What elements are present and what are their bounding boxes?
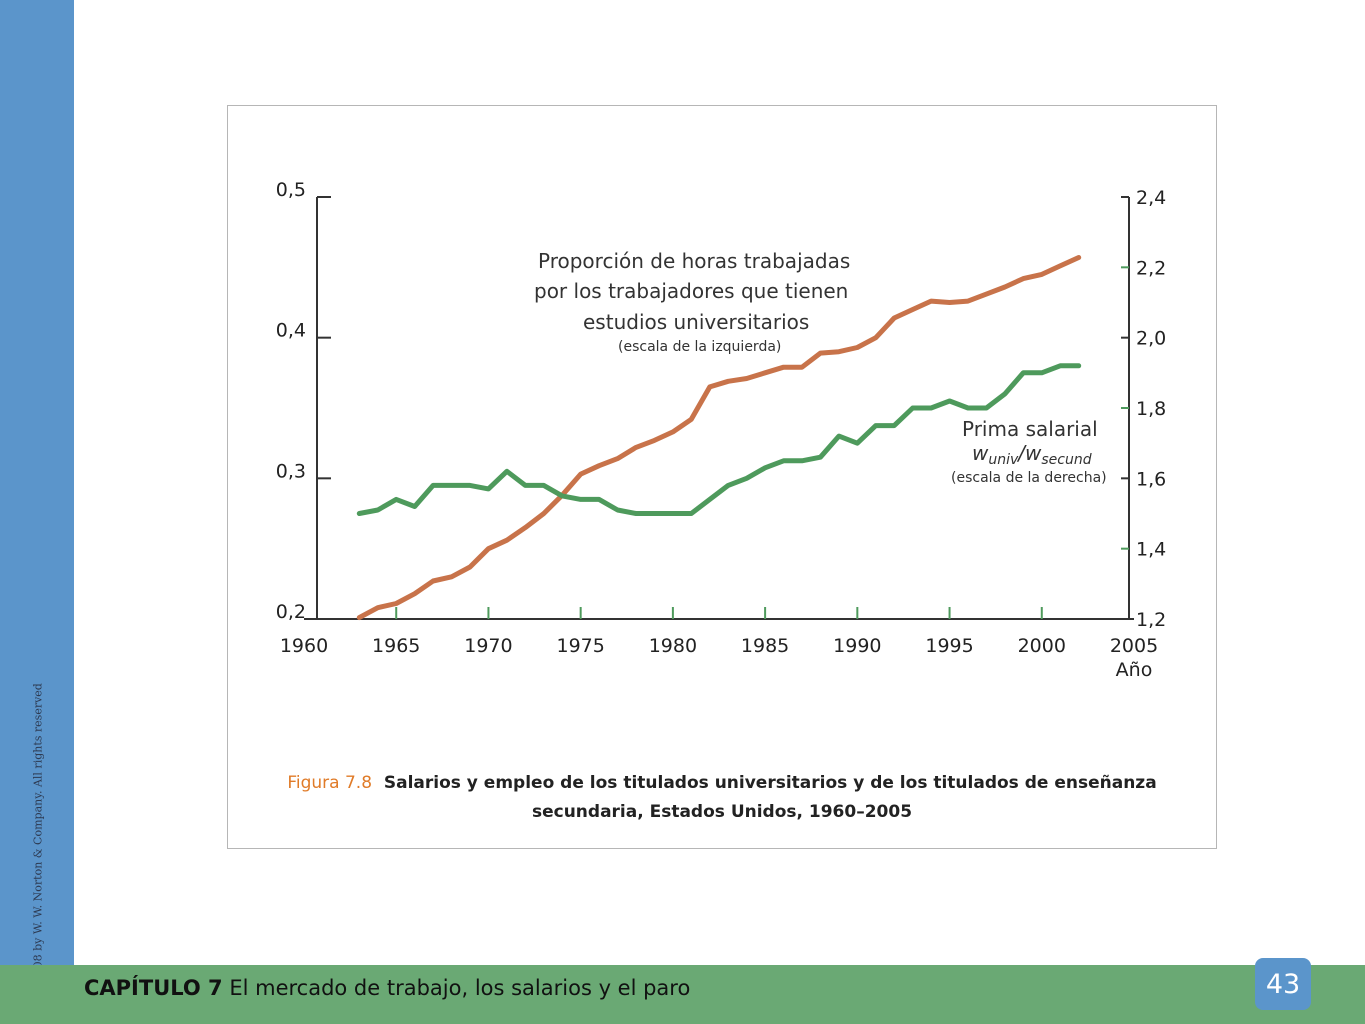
x-axis-label: Año <box>1116 659 1153 681</box>
right-tick-label: 2,4 <box>1136 187 1166 209</box>
footer-bar <box>0 965 1365 1024</box>
right-tick-label: 1,6 <box>1136 468 1166 490</box>
annotation-hours-line3: estudios universitarios <box>583 310 809 334</box>
x-tick-label: 1970 <box>464 635 512 657</box>
right-tick-label: 1,4 <box>1136 539 1166 561</box>
annotation-premium-scale: (escala de la derecha) <box>951 470 1107 486</box>
left-tick-label: 0,2 <box>276 601 306 623</box>
chapter-title: CAPÍTULO 7 El mercado de trabajo, los sa… <box>84 976 690 1000</box>
left-tick-label: 0,3 <box>276 460 306 482</box>
caption-line2: secundaria, Estados Unidos, 1960–2005 <box>531 802 913 822</box>
left-sidebar-bar <box>0 0 74 1024</box>
x-tick-label: 1980 <box>649 635 697 657</box>
caption-line1: Salarios y empleo de los titulados unive… <box>383 773 1157 793</box>
chart: 0,2 0,3 0,4 0,5 1,2 1,4 1,6 1,8 2,0 2,2 2,4 1960 196… <box>276 179 1166 681</box>
right-tick-label: 2,0 <box>1136 328 1166 350</box>
left-tick-label: 0,5 <box>276 179 306 201</box>
right-tick-label: 1,8 <box>1136 398 1166 420</box>
figure-frame: 0,2 0,3 0,4 0,5 1,2 1,4 1,6 1,8 2,0 2,2 2,4 1960 196… <box>227 105 1217 849</box>
page-number: 43 <box>1255 958 1311 1010</box>
x-tick-label: 2000 <box>1018 635 1066 657</box>
x-tick-label: 1985 <box>741 635 789 657</box>
figure-label: Figura 7.8 <box>287 773 373 793</box>
x-tick-label: 1965 <box>372 635 420 657</box>
annotation-hours-scale: (escala de la izquierda) <box>618 339 781 355</box>
series-line-hours-share <box>356 255 1082 621</box>
annotation-premium-title: Prima salarial <box>962 417 1098 441</box>
right-tick-label: 2,2 <box>1136 257 1166 279</box>
right-tick-label: 1,2 <box>1136 609 1166 631</box>
chapter-name: El mercado de trabajo, los salarios y el… <box>222 976 691 1000</box>
x-tick-label: 1975 <box>556 635 604 657</box>
copyright-notice: © 2008 by W. W. Norton & Company. All ri… <box>31 683 45 997</box>
left-tick-label: 0,4 <box>276 320 306 342</box>
x-tick-label: 2005 <box>1110 635 1158 657</box>
chapter-label: CAPÍTULO 7 <box>84 976 223 1000</box>
series-line-wage-premium <box>356 363 1082 516</box>
figure-caption: Figura 7.8 Salarios y empleo de los titu… <box>228 769 1216 827</box>
x-tick-label: 1995 <box>925 635 973 657</box>
annotation-hours-line1: Proporción de horas trabajadas <box>538 249 850 273</box>
annotation-hours-line2: por los trabajadores que tienen <box>534 279 848 303</box>
x-tick-label: 1960 <box>280 635 328 657</box>
x-tick-label: 1990 <box>833 635 881 657</box>
annotation-premium-formula: wuniv/wsecund <box>972 441 1092 468</box>
